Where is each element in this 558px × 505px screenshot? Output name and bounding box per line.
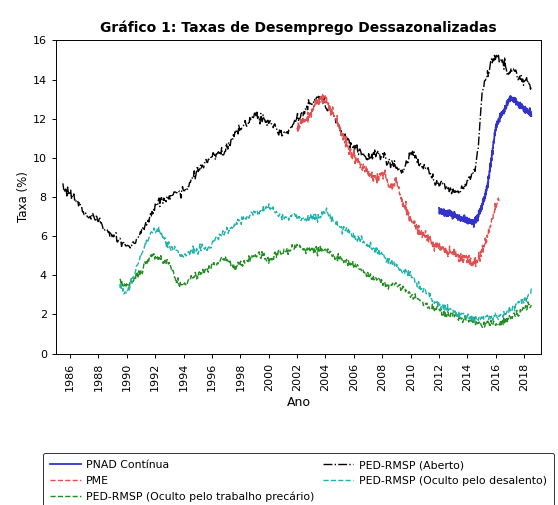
PED-RMSP (Aberto) [60,180,66,186]
PNAD Contínua [452,214,459,220]
PNAD Contínua [490,139,497,145]
PME [347,147,353,153]
PED-RMSP (Aberto) [336,127,343,133]
Title: Gráfico 1: Taxas de Desemprego Dessazonalizadas: Gráfico 1: Taxas de Desemprego Dessazona… [100,21,497,35]
PME [447,249,454,255]
PED-RMSP (Oculto pelo trabalho precário) [392,281,398,287]
PED-RMSP (Oculto pelo desalento) [116,281,123,287]
PNAD Contínua [506,96,512,103]
PED-RMSP (Aberto) [181,188,187,194]
PED-RMSP (Aberto) [127,245,133,251]
PED-RMSP (Oculto pelo trabalho precário) [294,241,300,247]
PED-RMSP (Oculto pelo desalento) [222,229,229,235]
PED-RMSP (Oculto pelo trabalho precário) [189,275,196,281]
PED-RMSP (Oculto pelo desalento) [189,249,196,256]
PED-RMSP (Oculto pelo desalento) [303,219,310,225]
PME [430,239,436,245]
PED-RMSP (Oculto pelo desalento) [266,201,272,207]
PED-RMSP (Oculto pelo desalento) [359,240,366,246]
PNAD Contínua [470,224,477,230]
PED-RMSP (Oculto pelo desalento) [427,290,434,296]
PED-RMSP (Oculto pelo trabalho precário) [222,254,229,260]
Line: PED-RMSP (Oculto pelo trabalho precário): PED-RMSP (Oculto pelo trabalho precário) [119,244,531,327]
PED-RMSP (Oculto pelo trabalho precário) [427,306,434,312]
PED-RMSP (Oculto pelo trabalho precário) [528,302,535,308]
PME [413,223,420,229]
PNAD Contínua [459,216,466,222]
PME [497,198,503,204]
PED-RMSP (Oculto pelo desalento) [528,285,535,291]
PED-RMSP (Oculto pelo desalento) [392,261,398,267]
Line: PNAD Contínua: PNAD Contínua [439,96,531,227]
X-axis label: Ano: Ano [286,396,311,410]
PED-RMSP (Oculto pelo desalento) [472,320,478,326]
PME [470,264,477,270]
PED-RMSP (Aberto) [528,83,535,89]
Line: PME: PME [297,94,500,267]
PME [294,126,300,132]
PED-RMSP (Oculto pelo trabalho precário) [359,267,366,273]
PED-RMSP (Oculto pelo trabalho precário) [479,324,486,330]
PED-RMSP (Aberto) [413,155,420,161]
PED-RMSP (Aberto) [272,123,279,129]
PED-RMSP (Oculto pelo trabalho precário) [116,276,123,282]
Y-axis label: Taxa (%): Taxa (%) [17,172,30,222]
PME [386,184,393,190]
Legend: PNAD Contínua, PME, PED-RMSP (Oculto pelo trabalho precário), PED-RMSP (Aberto),: PNAD Contínua, PME, PED-RMSP (Oculto pel… [42,453,555,505]
PED-RMSP (Aberto) [491,51,498,57]
PNAD Contínua [498,112,504,118]
PNAD Contínua [478,203,484,209]
Line: PED-RMSP (Oculto pelo desalento): PED-RMSP (Oculto pelo desalento) [119,204,531,323]
PNAD Contínua [528,113,535,119]
Line: PED-RMSP (Aberto): PED-RMSP (Aberto) [63,54,531,248]
PNAD Contínua [436,205,442,211]
PME [330,110,336,116]
PED-RMSP (Aberto) [143,222,150,228]
PED-RMSP (Oculto pelo trabalho precário) [303,247,310,254]
PME [319,91,326,97]
PED-RMSP (Aberto) [373,150,380,157]
PNAD Contínua [507,93,513,99]
